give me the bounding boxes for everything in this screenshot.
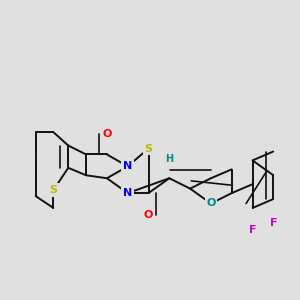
Text: S: S — [145, 143, 152, 154]
Text: F: F — [270, 218, 277, 228]
Text: N: N — [123, 188, 132, 198]
Text: O: O — [102, 129, 112, 139]
Text: N: N — [123, 161, 132, 171]
Text: H: H — [165, 154, 173, 164]
Text: F: F — [249, 225, 256, 235]
Text: O: O — [144, 210, 153, 220]
Text: O: O — [206, 199, 216, 208]
Text: S: S — [50, 185, 57, 195]
